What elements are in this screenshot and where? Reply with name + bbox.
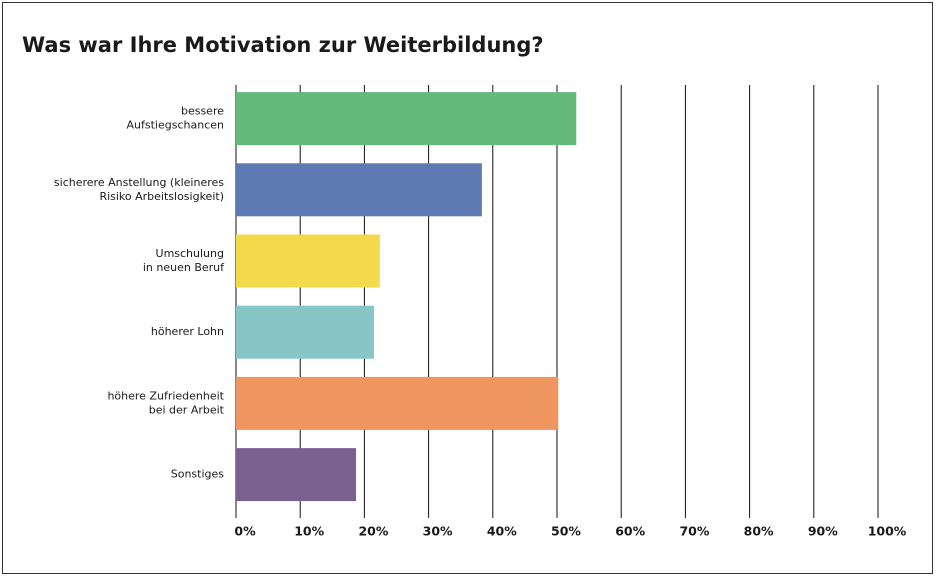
label-line: sicherere Anstellung (kleineres <box>54 176 224 189</box>
y-tick-label: bessere Aufstiegschancen <box>127 105 225 132</box>
bar <box>236 376 559 430</box>
label-line: Aufstiegschancen <box>127 119 224 132</box>
x-tick-label: 50% <box>551 524 581 539</box>
x-tick-label: 80% <box>744 524 774 539</box>
y-tick-label: höherer Lohn <box>151 325 224 338</box>
x-tick-label: 40% <box>487 524 517 539</box>
label-line: höherer Lohn <box>151 325 224 338</box>
y-tick-label: Umschulung in neuen Beruf <box>143 247 225 274</box>
x-tick-label: 0% <box>234 524 256 539</box>
label-line: bessere <box>181 105 224 118</box>
label-line: bei der Arbeit <box>149 403 225 416</box>
label-line: Risiko Arbeitslosigkeit) <box>99 190 224 203</box>
bar <box>236 234 380 288</box>
x-tick-label: 90% <box>808 524 838 539</box>
label-line: Umschulung <box>156 247 224 260</box>
x-tick-label: 20% <box>358 524 388 539</box>
x-tick-label: 100% <box>868 524 907 539</box>
bar <box>236 92 577 146</box>
x-tick-label: 70% <box>679 524 709 539</box>
y-tick-label: Sonstiges <box>171 468 225 481</box>
label-line: in neuen Beruf <box>143 261 225 274</box>
label-line: Sonstiges <box>171 468 225 481</box>
label-line: höhere Zufriedenheit <box>107 389 224 402</box>
y-tick-label: höhere Zufriedenheit bei der Arbeit <box>107 389 224 416</box>
bar <box>236 448 357 502</box>
chart-title: Was war Ihre Motivation zur Weiterbildun… <box>22 33 544 57</box>
x-tick-label: 30% <box>423 524 453 539</box>
x-tick-label: 10% <box>294 524 324 539</box>
bar <box>236 163 482 217</box>
x-tick-label: 60% <box>615 524 645 539</box>
bar <box>236 305 375 359</box>
y-tick-label: sicherere Anstellung (kleineres Risiko Ar… <box>54 176 224 203</box>
